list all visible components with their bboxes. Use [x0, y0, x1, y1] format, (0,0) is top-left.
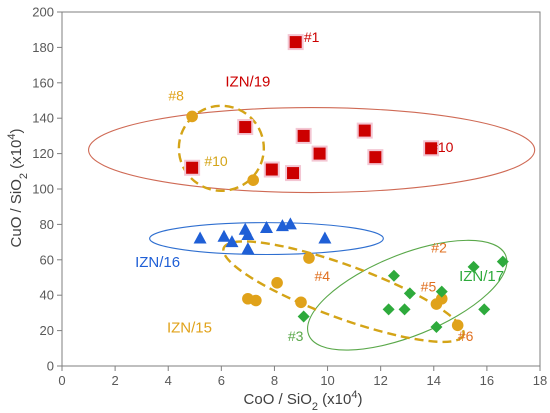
y-tick-label: 0 [47, 359, 54, 374]
y-tick-label: 200 [32, 5, 54, 20]
point-annotation: #1 [304, 29, 320, 45]
cluster-ellipse [88, 107, 536, 194]
data-point [217, 229, 231, 242]
group-label: IZN/16 [135, 254, 180, 271]
y-axis-ticks: 0 20 40 60 80 100 120 140 160 180 200 [32, 5, 62, 374]
plot-frame [61, 11, 541, 367]
data-point [241, 228, 255, 241]
data-point [387, 269, 400, 282]
cluster-ellipse [222, 240, 465, 344]
x-tick-label: 18 [533, 373, 547, 388]
point-annotation: #10 [204, 153, 228, 169]
y-tick-label: 20 [40, 323, 54, 338]
x-axis-title: CoO / SiO2 (x104) [244, 389, 363, 413]
data-point [265, 163, 278, 176]
y-tick-label: 140 [32, 111, 54, 126]
y-tick-label: 180 [32, 40, 54, 55]
data-point [496, 255, 509, 268]
y-tick-label: 160 [32, 75, 54, 90]
point-annotations: #1 #8 #10 #10 #2 #4 #3 #6 #5 [168, 29, 473, 344]
x-tick-label: 4 [165, 373, 172, 388]
data-point [289, 36, 302, 49]
data-point [271, 277, 283, 289]
x-tick-label: 2 [111, 373, 118, 388]
x-tick-label: 10 [320, 373, 334, 388]
data-point [303, 252, 315, 264]
group-labels: IZN/19 IZN/16 IZN/15 IZN/17 [135, 73, 504, 336]
point-annotation: #8 [168, 88, 184, 104]
data-point [313, 147, 326, 160]
y-tick-label: 100 [32, 182, 54, 197]
data-point [186, 161, 199, 174]
data-point [250, 294, 262, 307]
point-annotation: #5 [421, 279, 437, 295]
data-point [382, 303, 395, 316]
data-point [297, 310, 310, 323]
y-axis-title: CuO / SiO2 (x104) [6, 129, 30, 248]
group-label: IZN/17 [459, 268, 504, 285]
data-point [435, 292, 448, 305]
point-annotation: #2 [431, 240, 447, 256]
data-point [186, 110, 198, 123]
point-annotation: #10 [430, 139, 454, 155]
data-point [435, 285, 448, 298]
data-point [259, 220, 273, 233]
data-point [225, 235, 239, 248]
y-tick-label: 60 [40, 252, 54, 267]
group-label: IZN/15 [167, 319, 212, 336]
data-point [403, 287, 416, 300]
data-point [247, 174, 259, 186]
x-tick-label: 8 [271, 373, 278, 388]
data-point [297, 129, 310, 142]
plot-border [61, 11, 541, 367]
data-point [369, 151, 382, 164]
y-tick-label: 40 [40, 288, 54, 303]
data-points [184, 34, 509, 334]
data-point [398, 303, 411, 316]
data-point [478, 303, 491, 316]
data-point [425, 142, 438, 155]
data-point [193, 231, 207, 244]
data-point [318, 231, 332, 244]
x-tick-label: 12 [373, 373, 387, 388]
x-tick-label: 14 [427, 373, 441, 388]
x-tick-label: 6 [218, 373, 225, 388]
data-point [467, 260, 480, 273]
data-point [451, 319, 464, 332]
data-point [241, 242, 255, 255]
point-annotation: #3 [288, 328, 304, 344]
x-axis-ticks: 0 2 4 6 8 10 12 14 16 18 [58, 366, 547, 388]
data-point [358, 124, 371, 137]
data-point [283, 217, 297, 230]
x-tick-label: 0 [58, 373, 65, 388]
data-point [430, 321, 443, 334]
group-label: IZN/19 [225, 73, 270, 90]
cluster-ellipse [177, 104, 266, 192]
data-point [287, 167, 300, 180]
x-tick-label: 16 [480, 373, 494, 388]
cluster-ellipse [307, 239, 508, 351]
y-tick-label: 120 [32, 146, 54, 161]
point-annotation: #4 [314, 268, 330, 284]
data-point [239, 121, 252, 134]
data-point [295, 296, 307, 309]
y-tick-label: 80 [40, 217, 54, 232]
point-annotation: #6 [458, 328, 474, 344]
